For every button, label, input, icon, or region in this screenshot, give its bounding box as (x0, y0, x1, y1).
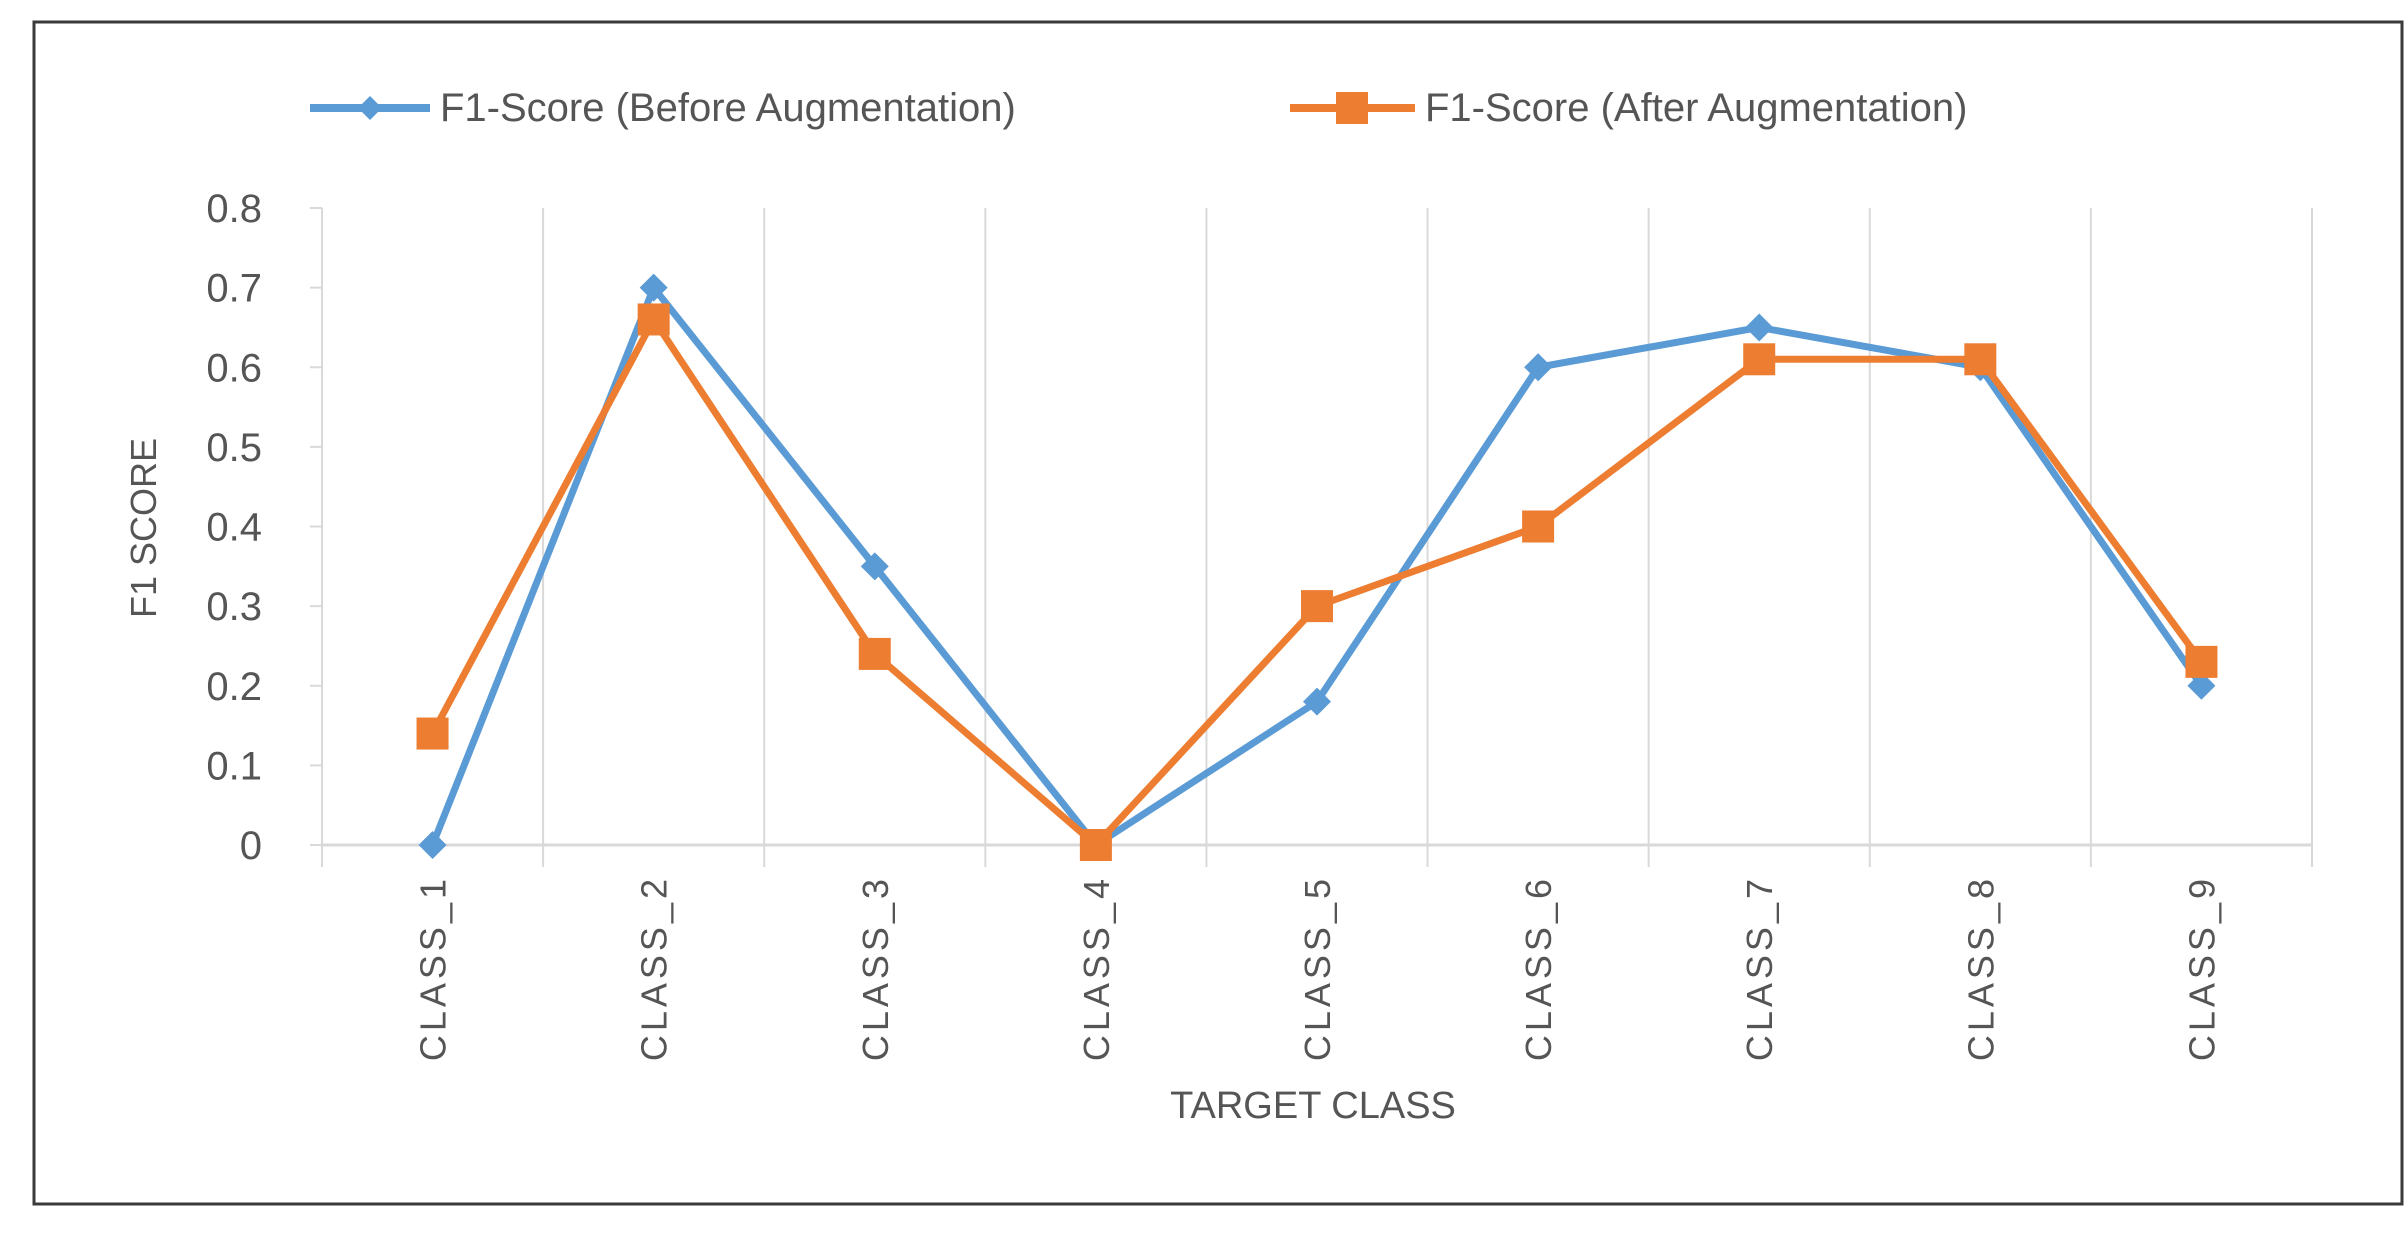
x-tick-label: CLASS_7 (1739, 875, 1780, 1061)
y-tick-label: 0.6 (206, 346, 262, 390)
legend-label-before: F1-Score (Before Augmentation) (440, 86, 1016, 130)
x-tick-label: CLASS_9 (2181, 875, 2222, 1061)
data-point-marker (1743, 343, 1776, 376)
series-layer (416, 273, 2218, 861)
chart-border (32, 20, 2404, 1206)
y-tick-label: 0.4 (206, 506, 262, 550)
x-tick-label: CLASS_4 (1076, 875, 1117, 1061)
series-before (418, 273, 2216, 859)
legend: F1-Score (Before Augmentation) F1-Score … (310, 86, 1967, 130)
x-tick-label: CLASS_6 (1518, 875, 1559, 1061)
x-tick-label: CLASS_5 (1297, 875, 1338, 1061)
y-tick-label: 0 (240, 824, 262, 868)
x-tick-label: CLASS_1 (413, 875, 454, 1061)
legend-label-after: F1-Score (After Augmentation) (1425, 86, 1967, 130)
data-point-marker (1524, 353, 1553, 382)
legend-marker-after (1336, 92, 1368, 124)
data-point-marker (860, 552, 889, 581)
data-point-marker (1303, 687, 1331, 716)
data-point-marker (1964, 343, 1997, 376)
y-tick-label: 0.5 (206, 426, 262, 470)
y-tick-label: 0.2 (206, 665, 262, 709)
x-tick-label: CLASS_3 (855, 875, 896, 1061)
x-tick-label: CLASS_8 (1960, 875, 2001, 1061)
data-point-marker (418, 831, 447, 859)
data-point-marker (416, 717, 449, 750)
legend-marker-before (358, 96, 382, 120)
data-point-marker (1079, 829, 1112, 861)
y-tick-label: 0.7 (206, 267, 262, 311)
legend-item-after: F1-Score (After Augmentation) (1290, 86, 1967, 130)
data-point-marker (637, 303, 670, 336)
data-point-marker (2185, 645, 2218, 678)
y-axis-title: F1 SCORE (123, 438, 164, 618)
x-tick-label: CLASS_2 (634, 875, 675, 1061)
x-axis-title: TARGET CLASS (1170, 1085, 1456, 1127)
data-point-marker (639, 273, 668, 302)
data-point-marker (1522, 510, 1555, 543)
data-point-marker (1301, 590, 1333, 623)
data-point-marker (2187, 671, 2216, 700)
y-tick-label: 0.8 (206, 187, 262, 231)
axis-layer: 0 0.1 0.2 0.3 0.4 0.5 0.6 0.7 0.8 CLASS_1 CLASS_2 C… (206, 187, 2312, 1061)
data-point-marker (858, 637, 891, 670)
y-tick-label: 0.3 (206, 585, 262, 629)
series-after (416, 303, 2218, 861)
legend-item-before: F1-Score (Before Augmentation) (310, 86, 1016, 130)
data-point-marker (1745, 313, 1774, 342)
y-tick-label: 0.1 (206, 744, 262, 788)
